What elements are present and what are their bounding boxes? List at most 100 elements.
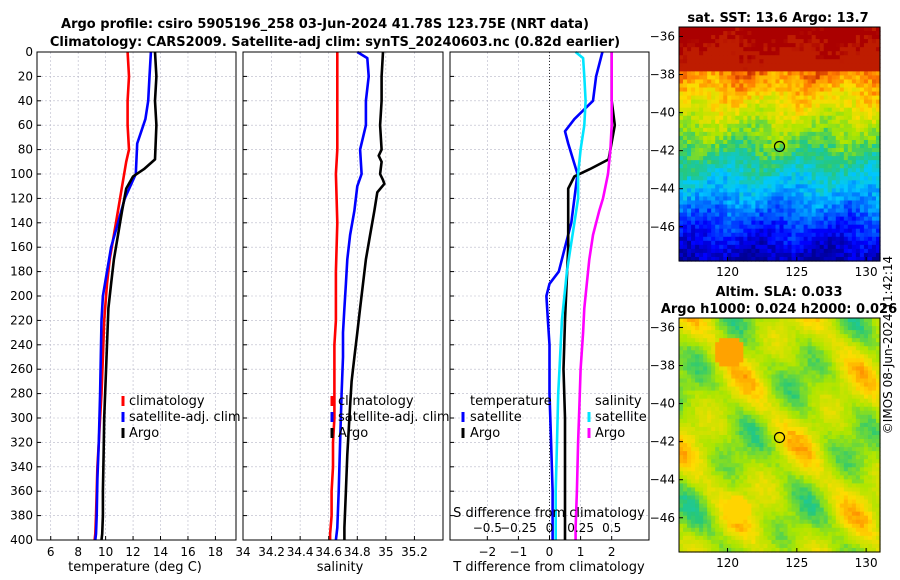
map-cell (731, 362, 736, 368)
map-cell (727, 152, 732, 157)
map-cell (835, 386, 841, 392)
map-cell (707, 350, 712, 355)
map-cell (847, 236, 853, 242)
map-cell (755, 59, 760, 64)
map-cell (759, 459, 765, 464)
map-cell (715, 334, 720, 339)
map-cell (743, 374, 748, 380)
map-cell (743, 63, 748, 68)
map-cell (787, 382, 793, 388)
map-cell (747, 326, 752, 331)
map-cell (835, 346, 841, 351)
map-cell (839, 99, 845, 105)
map-cell (827, 31, 833, 36)
map-cell (771, 322, 777, 327)
map-cell (827, 435, 833, 440)
map-cell (707, 451, 712, 456)
map-cell (759, 240, 765, 246)
map-cell (855, 342, 861, 347)
map-cell (807, 160, 813, 165)
map-cell (795, 394, 801, 400)
map-cell (703, 75, 708, 81)
map-cell (755, 35, 760, 40)
map-cell (723, 184, 728, 189)
map-cell (779, 374, 785, 380)
map-cell (767, 358, 773, 363)
map-cell (847, 426, 853, 432)
map-cell (827, 164, 833, 169)
map-cell (771, 394, 777, 400)
map-cell (827, 402, 833, 408)
map-cell (823, 334, 829, 339)
map-cell (755, 220, 760, 226)
map-cell (707, 318, 712, 323)
map-cell (819, 39, 825, 44)
map-cell (795, 342, 801, 347)
map-cell (831, 139, 837, 145)
map-cell (687, 59, 692, 64)
map-cell (859, 236, 865, 242)
map-cell (771, 139, 777, 145)
map-cell (819, 196, 825, 202)
map-cell (743, 439, 748, 444)
map-cell (703, 382, 708, 388)
map-cell (739, 435, 744, 440)
map-cell (831, 131, 837, 137)
map-cell (791, 47, 797, 52)
map-cell (783, 366, 789, 372)
map-cell (859, 410, 865, 416)
map-cell (731, 47, 736, 52)
map-cell (815, 220, 821, 226)
map-cell (851, 123, 857, 129)
map-cell (843, 398, 849, 404)
map-cell (811, 354, 817, 359)
map-cell (711, 47, 716, 52)
map-cell (831, 55, 837, 60)
map-cell (775, 382, 781, 388)
map-cell (739, 394, 744, 400)
map-cell (851, 342, 857, 347)
map-cell (707, 322, 712, 327)
map-cell (811, 192, 817, 198)
y-tick-label: 80 (18, 143, 33, 157)
map-cell (767, 168, 773, 173)
map-cell (739, 160, 744, 165)
map-cell (711, 212, 716, 218)
map-cell (731, 184, 736, 189)
map-cell (755, 414, 760, 420)
map-cell (679, 188, 684, 194)
map-cell (863, 394, 869, 400)
map-cell (719, 27, 724, 32)
map-cell (743, 200, 748, 206)
map-cell (727, 346, 732, 351)
map-cell (835, 402, 841, 408)
map-cell (683, 236, 688, 242)
map-cell (771, 75, 777, 81)
map-cell (787, 426, 793, 432)
map-cell (831, 168, 837, 173)
map-cell (755, 67, 760, 72)
map-cell (867, 156, 873, 161)
map-cell (695, 204, 700, 210)
map-cell (851, 236, 857, 242)
map-cell (871, 139, 877, 145)
map-cell (767, 443, 773, 448)
map-cell (787, 374, 793, 380)
map-cell (819, 451, 825, 456)
map-cell (855, 135, 861, 141)
map-cell (823, 152, 829, 157)
map-cell (743, 135, 748, 141)
map-cell (875, 127, 881, 133)
map-cell (811, 370, 817, 376)
map-cell (819, 91, 825, 97)
map-cell (843, 196, 849, 202)
map-cell (699, 252, 704, 258)
map-cell (843, 172, 849, 177)
map-cell (751, 123, 756, 129)
map-cell (843, 188, 849, 194)
map-cell (875, 200, 881, 206)
x-tick-label: −1 (510, 545, 528, 559)
map-cell (851, 156, 857, 161)
map-cell (755, 447, 760, 452)
map-cell (807, 152, 813, 157)
